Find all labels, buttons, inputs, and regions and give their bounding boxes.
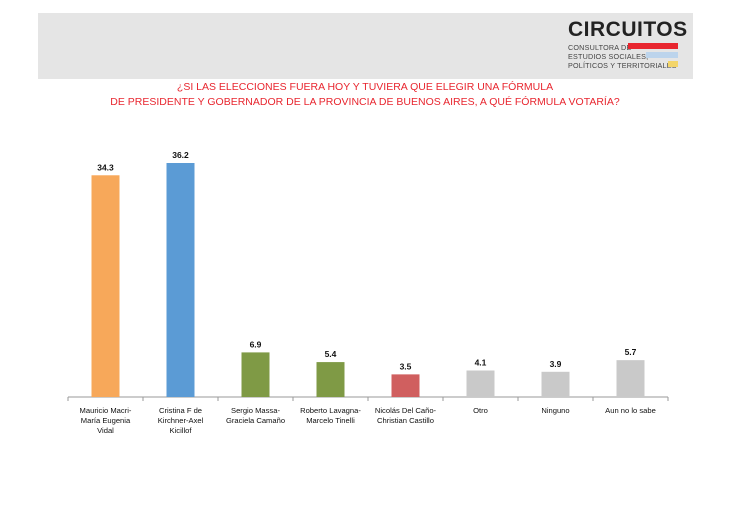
bar-value-label-4: 5.4 [325, 349, 337, 359]
bar-value-label-8: 5.7 [625, 347, 637, 357]
header-band [38, 13, 693, 79]
chart-title-line-2: DE PRESIDENTE Y GOBERNADOR DE LA PROVINC… [110, 96, 620, 108]
logo-line-3: POLÍTICOS Y TERRITORIALES [568, 61, 677, 70]
bar-7 [541, 371, 570, 397]
bar-2 [166, 163, 195, 397]
bar-6 [466, 370, 495, 397]
category-label-2: Cristina F de Kirchner-Axel Kicillof [158, 406, 204, 435]
category-label-8: Aun no lo sabe [605, 406, 656, 415]
circuitos-logo: CIRCUITOS CONSULTORA DE ESTUDIOS SOCIALE… [568, 18, 688, 78]
logo-red-bar [628, 43, 678, 49]
chart-title: ¿SI LAS ELECCIONES FUERA HOY Y TUVIERA Q… [0, 80, 730, 110]
category-label-3: Sergio Massa-Graciela Camaño [226, 406, 285, 425]
logo-name: CIRCUITOS [568, 18, 688, 41]
bar-value-label-6: 4.1 [475, 357, 487, 367]
logo-yellow-bar [668, 61, 678, 67]
bar-value-label-2: 36.2 [172, 150, 189, 160]
category-label-5: Nicolás Del Caño-Christian Castillo [375, 406, 437, 425]
bar-5 [391, 374, 420, 397]
logo-line-2: ESTUDIOS SOCIALES, [568, 52, 649, 61]
bar-value-label-5: 3.5 [400, 361, 412, 371]
bar-8 [616, 360, 645, 397]
chart-title-line-1: ¿SI LAS ELECCIONES FUERA HOY Y TUVIERA Q… [176, 81, 554, 93]
bar-value-label-3: 6.9 [250, 339, 262, 349]
category-label-7: Ninguno [541, 406, 569, 415]
category-label-4: Roberto Lavagna-Marcelo Tinelli [300, 406, 361, 425]
logo-blue-bar [646, 52, 678, 58]
logo-line-1: CONSULTORA DE [568, 43, 632, 52]
bar-1 [91, 175, 120, 397]
category-label-6: Otro [473, 406, 488, 415]
bar-3 [241, 352, 270, 397]
bar-value-label-7: 3.9 [550, 359, 562, 369]
bar-4 [316, 362, 345, 397]
bar-value-label-1: 34.3 [97, 162, 114, 172]
category-label-1: Mauricio Macri-María Eugenia Vidal [80, 406, 132, 435]
